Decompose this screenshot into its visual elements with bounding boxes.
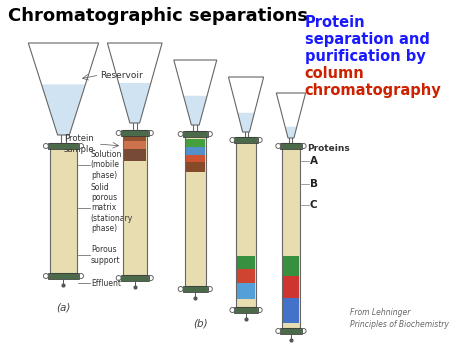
Bar bbox=[120, 275, 149, 281]
Bar bbox=[124, 161, 146, 275]
Bar bbox=[50, 143, 77, 273]
Bar bbox=[50, 143, 77, 273]
Text: Effluent: Effluent bbox=[91, 279, 121, 288]
Bar bbox=[237, 256, 255, 269]
Bar bbox=[234, 307, 258, 313]
Text: Protein
sample: Protein sample bbox=[63, 134, 94, 154]
Text: A: A bbox=[310, 155, 318, 165]
Bar bbox=[182, 286, 208, 292]
Bar bbox=[237, 269, 255, 283]
Bar bbox=[283, 323, 299, 328]
Text: (b): (b) bbox=[193, 319, 208, 329]
Bar bbox=[124, 149, 146, 161]
Bar bbox=[182, 131, 208, 137]
Bar bbox=[237, 299, 255, 307]
Text: separation and: separation and bbox=[305, 32, 429, 47]
Polygon shape bbox=[237, 113, 255, 132]
Bar bbox=[282, 143, 300, 328]
Text: C: C bbox=[310, 200, 317, 210]
Text: (a): (a) bbox=[56, 302, 71, 312]
Bar bbox=[185, 172, 205, 286]
Polygon shape bbox=[118, 83, 151, 123]
Text: Porous
support: Porous support bbox=[91, 245, 120, 265]
Bar bbox=[124, 135, 146, 141]
Text: Proteins: Proteins bbox=[308, 144, 350, 153]
Bar bbox=[237, 283, 255, 299]
Text: column: column bbox=[305, 66, 365, 81]
Bar bbox=[48, 273, 79, 279]
Text: purification by: purification by bbox=[305, 49, 425, 64]
Text: Protein: Protein bbox=[305, 15, 365, 30]
Text: From Lehninger
Principles of Biochemistry: From Lehninger Principles of Biochemistr… bbox=[349, 308, 448, 329]
Bar bbox=[280, 328, 301, 334]
Bar bbox=[184, 131, 206, 286]
Bar bbox=[120, 130, 149, 136]
Bar bbox=[280, 143, 301, 149]
Bar bbox=[234, 137, 258, 143]
Bar bbox=[185, 139, 205, 147]
Text: B: B bbox=[310, 179, 318, 189]
Bar bbox=[282, 143, 300, 328]
Polygon shape bbox=[285, 127, 297, 138]
Polygon shape bbox=[42, 84, 85, 135]
Bar bbox=[283, 298, 299, 323]
Bar bbox=[184, 131, 206, 286]
Bar bbox=[185, 155, 205, 162]
Bar bbox=[48, 143, 79, 149]
Bar bbox=[185, 147, 205, 155]
Text: Reservoir: Reservoir bbox=[100, 71, 143, 80]
Text: Solution
(mobile
phase): Solution (mobile phase) bbox=[91, 150, 122, 180]
Bar bbox=[185, 162, 205, 172]
Bar bbox=[124, 141, 146, 149]
Text: Chromatographic separations: Chromatographic separations bbox=[8, 7, 308, 25]
Bar bbox=[123, 130, 147, 275]
Text: chromatography: chromatography bbox=[305, 83, 441, 98]
Text: Solid
porous
matrix
(stationary
phase): Solid porous matrix (stationary phase) bbox=[91, 183, 133, 233]
Polygon shape bbox=[183, 96, 207, 125]
Bar bbox=[283, 256, 299, 276]
Bar bbox=[236, 137, 256, 307]
Bar bbox=[236, 137, 256, 307]
Bar bbox=[123, 130, 147, 275]
Bar bbox=[283, 276, 299, 298]
